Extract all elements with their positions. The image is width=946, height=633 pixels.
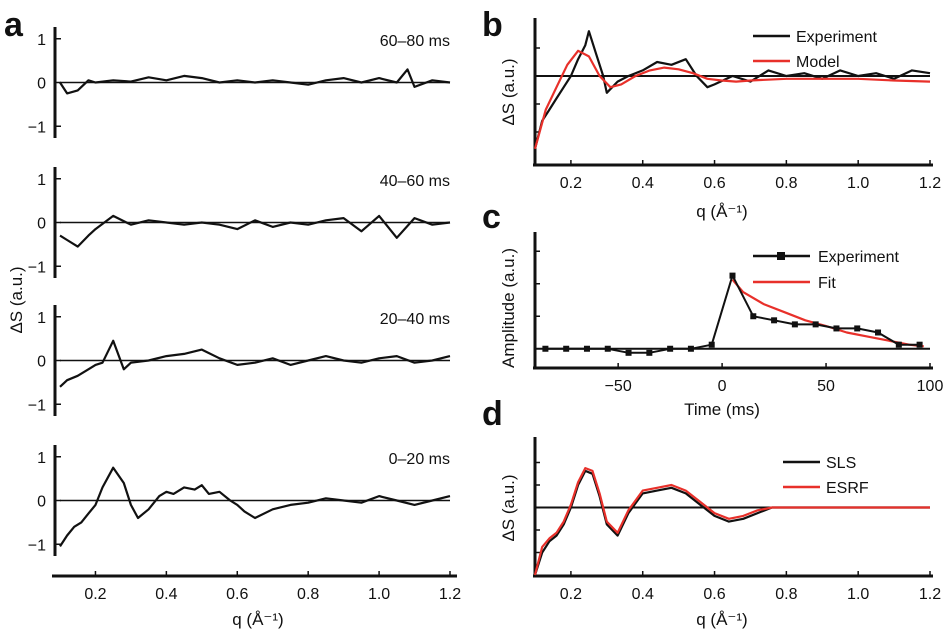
x-tick-label: 0.8 (775, 175, 797, 192)
x-tick-label: 0.6 (226, 586, 248, 603)
a-series-line-2 (59, 339, 451, 388)
c-data-marker (750, 313, 757, 320)
a-series-line-0 (59, 68, 451, 95)
c-experiment-line (545, 274, 920, 354)
c-data-marker (916, 341, 923, 348)
c-data-marker (667, 345, 674, 352)
y-tick-label: 1 (37, 310, 46, 327)
b-series-line-1 (533, 49, 931, 150)
y-tick-label: 0 (37, 354, 46, 371)
x-tick-label: 1.2 (919, 586, 941, 603)
legend-label: Fit (818, 275, 836, 292)
c-data-marker (583, 345, 590, 352)
c-data-marker (542, 345, 549, 352)
a-x-axis-label: q (Å⁻¹) (232, 610, 283, 629)
a-y-axis-label: ΔS (a.u.) (7, 266, 26, 333)
c-data-marker (771, 317, 778, 324)
x-tick-label: 50 (817, 378, 835, 395)
c-data-marker (625, 349, 632, 356)
x-tick-label: 0.4 (632, 175, 654, 192)
a-series-line-1 (59, 214, 451, 248)
y-tick-label: −1 (28, 537, 46, 554)
b-y-axis-label: ΔS (a.u.) (499, 58, 518, 125)
legend-marker (777, 252, 785, 260)
y-tick-label: 0 (37, 216, 46, 233)
time-window-label: 0–20 ms (389, 451, 450, 468)
x-tick-label: 0.8 (297, 586, 319, 603)
c-x-axis-label: Time (ms) (684, 400, 760, 419)
c-data-marker (895, 341, 902, 348)
x-tick-label: 100 (917, 378, 944, 395)
x-tick-label: 1.2 (919, 175, 941, 192)
legend-label: Experiment (796, 29, 877, 46)
y-tick-label: −1 (28, 259, 46, 276)
x-tick-label: 1.2 (439, 586, 461, 603)
c-data-marker (729, 272, 736, 279)
legend-label: SLS (826, 455, 856, 472)
x-tick-label: 0.6 (703, 586, 725, 603)
c-data-marker (604, 345, 611, 352)
c-data-marker (875, 329, 882, 336)
y-tick-label: −1 (28, 397, 46, 414)
legend-label: Experiment (818, 249, 899, 266)
c-y-axis-label: Amplitude (a.u.) (499, 248, 518, 368)
d-y-axis-label: ΔS (a.u.) (499, 474, 518, 541)
c-data-marker (563, 345, 570, 352)
panel-letter-b: b (482, 6, 503, 44)
panel-letter-a: a (4, 6, 24, 44)
x-tick-label: 0.2 (84, 586, 106, 603)
x-tick-label: 0.2 (560, 175, 582, 192)
x-tick-label: 0.4 (155, 586, 177, 603)
c-data-marker (708, 341, 715, 348)
y-tick-label: 1 (37, 172, 46, 189)
b-x-axis-label: q (Å⁻¹) (696, 202, 747, 221)
x-tick-label: 0.4 (632, 586, 654, 603)
c-data-marker (854, 325, 861, 332)
x-tick-label: 1.0 (847, 586, 869, 603)
y-tick-label: 1 (37, 32, 46, 49)
x-tick-label: 1.0 (847, 175, 869, 192)
x-tick-label: 0 (718, 378, 727, 395)
c-data-marker (833, 325, 840, 332)
x-tick-label: 0.8 (775, 586, 797, 603)
c-data-marker (791, 321, 798, 328)
x-tick-label: 0.6 (703, 175, 725, 192)
d-esrf-line (533, 467, 930, 576)
d-x-axis-label: q (Å⁻¹) (696, 610, 747, 629)
a-series-line-3 (59, 466, 451, 548)
y-tick-label: 0 (37, 76, 46, 93)
time-window-label: 20–40 ms (380, 311, 450, 328)
y-tick-label: 1 (37, 450, 46, 467)
panel-letter-c: c (482, 198, 501, 236)
time-window-label: 40–60 ms (380, 173, 450, 190)
c-data-marker (646, 349, 653, 356)
panel-letter-d: d (482, 395, 503, 433)
y-tick-label: −1 (28, 119, 46, 136)
x-tick-label: 1.0 (368, 586, 390, 603)
legend-label: ESRF (826, 480, 869, 497)
c-data-marker (812, 321, 819, 328)
legend-label: Model (796, 54, 840, 71)
d-sls-line (533, 469, 930, 576)
x-tick-label: 0.2 (560, 586, 582, 603)
y-tick-label: 0 (37, 494, 46, 511)
c-data-marker (687, 345, 694, 352)
x-tick-label: −50 (605, 378, 632, 395)
time-window-label: 60–80 ms (380, 33, 450, 50)
b-series-line-0 (533, 30, 931, 150)
